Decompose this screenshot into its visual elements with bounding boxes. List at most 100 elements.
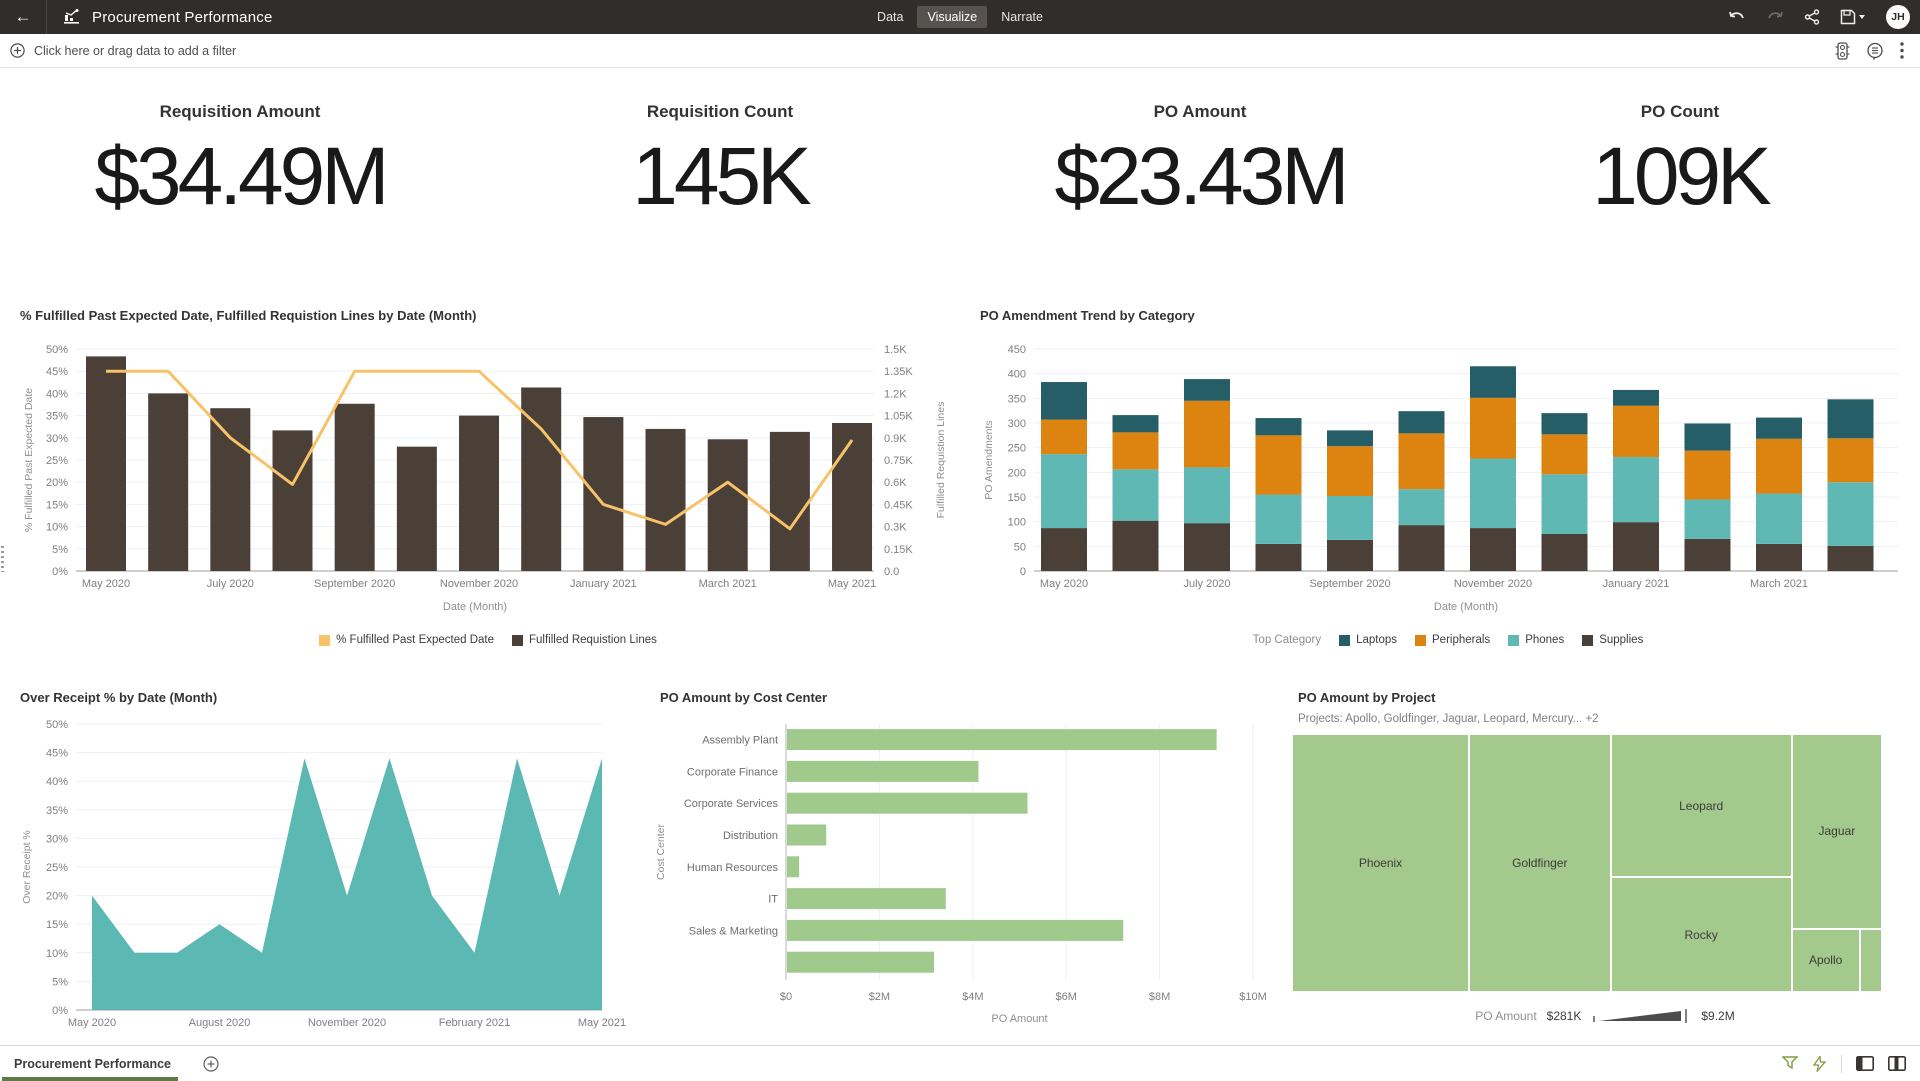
stack-Phones-September 2020[interactable] [1327, 496, 1373, 540]
stack-Supplies-November 2020[interactable] [1470, 528, 1516, 571]
stack-Phones-November 2020[interactable] [1470, 458, 1516, 529]
kpi-requisition-count[interactable]: Requisition Count 145K [480, 88, 960, 268]
stack-Peripherals-June 2020[interactable] [1112, 432, 1159, 470]
stack-Peripherals-February 2021[interactable] [1684, 450, 1731, 500]
treemap-tile-Rocky[interactable]: Rocky [1610, 877, 1792, 992]
stack-Peripherals-March 2021[interactable] [1756, 438, 1802, 494]
stack-Laptops-September 2020[interactable] [1327, 430, 1373, 447]
stack-Supplies-December 2020[interactable] [1541, 534, 1588, 571]
stack-Peripherals-May 2020[interactable] [1041, 419, 1087, 455]
bar-Sales & Marketing[interactable] [787, 919, 1124, 941]
stack-Peripherals-September 2020[interactable] [1327, 446, 1373, 497]
kpi-requisition-amount[interactable]: Requisition Amount $34.49M [0, 88, 480, 268]
bar-September 2020[interactable] [334, 403, 375, 571]
bar-July 2020[interactable] [210, 408, 251, 571]
treemap-tile-small[interactable] [1859, 928, 1882, 992]
stack-Peripherals-January 2021[interactable] [1613, 405, 1659, 458]
stack-Phones-December 2020[interactable] [1541, 474, 1588, 534]
stack-Laptops-March 2021[interactable] [1756, 417, 1802, 439]
bar-May 2020[interactable] [86, 356, 126, 571]
canvas-resize-handle[interactable] [1, 546, 4, 572]
bar-Human Resources[interactable] [787, 856, 800, 878]
bar-June 2020[interactable] [148, 393, 189, 571]
stack-Peripherals-July 2020[interactable] [1184, 400, 1230, 468]
back-button[interactable]: ← [14, 7, 32, 26]
save-menu-icon[interactable] [1840, 9, 1866, 25]
share-icon[interactable] [1804, 9, 1820, 25]
stack-Phones-January 2021[interactable] [1613, 457, 1659, 523]
stack-Supplies-March 2021[interactable] [1756, 543, 1802, 571]
tab-narrate[interactable]: Narrate [1001, 10, 1043, 24]
stack-Phones-June 2020[interactable] [1112, 469, 1159, 521]
kpi-po-count[interactable]: PO Count 109K [1440, 88, 1920, 268]
redo-icon[interactable] [1766, 10, 1784, 25]
stack-Laptops-October 2020[interactable] [1398, 411, 1445, 434]
bar-unlabeled[interactable] [787, 951, 935, 973]
bar-January 2021[interactable] [583, 417, 624, 571]
bar-Corporate Services[interactable] [787, 792, 1028, 814]
stack-Laptops-November 2020[interactable] [1470, 366, 1516, 398]
stack-Laptops-August 2020[interactable] [1255, 418, 1302, 436]
stack-Peripherals-October 2020[interactable] [1398, 433, 1445, 490]
treemap-tile-Apollo[interactable]: Apollo [1791, 928, 1860, 992]
stack-Laptops-July 2020[interactable] [1184, 379, 1230, 401]
grammar-panel-toggle-icon[interactable] [1856, 1056, 1874, 1071]
stack-Laptops-January 2021[interactable] [1613, 389, 1659, 406]
combo-chart-plot[interactable]: 0% 0.0 5% 0.15K 10% 0.3K 15% 0.45K 20% 0.6K 25% 0.7… [16, 330, 960, 635]
add-filter-button[interactable]: Click here or drag data to add a filter [10, 43, 236, 58]
stack-Laptops-December 2020[interactable] [1541, 413, 1588, 435]
bar-IT[interactable] [787, 888, 946, 910]
stack-Phones-August 2020[interactable] [1255, 494, 1302, 544]
tab-data[interactable]: Data [877, 10, 904, 24]
tab-visualize[interactable]: Visualize [917, 6, 988, 28]
quality-insights-icon[interactable] [1782, 1055, 1798, 1072]
stack-Laptops-May 2020[interactable] [1041, 382, 1087, 420]
canvas-tab-procurement-performance[interactable]: Procurement Performance [0, 1046, 189, 1081]
bar-August 2020[interactable] [272, 430, 313, 571]
stack-Supplies-February 2021[interactable] [1684, 538, 1731, 571]
stack-Peripherals-December 2020[interactable] [1541, 434, 1588, 475]
stack-Supplies-April 2021[interactable] [1827, 545, 1874, 571]
stack-Supplies-June 2020[interactable] [1112, 520, 1159, 571]
undo-icon[interactable] [1728, 10, 1746, 25]
stack-Supplies-January 2021[interactable] [1613, 522, 1659, 571]
stacked-bar-plot[interactable]: 0 50 100 150 200 250 300 350 400 450 May 2020 July … [976, 330, 1920, 635]
stack-Supplies-August 2020[interactable] [1255, 543, 1302, 571]
bar-October 2020[interactable] [396, 446, 437, 571]
stack-Peripherals-November 2020[interactable] [1470, 397, 1516, 459]
treemap-tile-Goldfinger[interactable]: Goldfinger [1469, 734, 1611, 992]
area-chart-plot[interactable]: 0% 5% 10% 15% 20% 25% 30% 35% 40% 45% 50% May 2020 A… [16, 712, 656, 1047]
stack-Peripherals-April 2021[interactable] [1827, 438, 1874, 483]
stack-Phones-May 2020[interactable] [1041, 454, 1087, 529]
bar-November 2020[interactable] [459, 415, 500, 571]
bar-April 2021[interactable] [769, 431, 810, 571]
stack-Phones-February 2021[interactable] [1684, 499, 1731, 539]
stack-Phones-April 2021[interactable] [1827, 482, 1874, 546]
stack-Laptops-February 2021[interactable] [1684, 423, 1731, 451]
kebab-menu-icon[interactable] [1900, 42, 1904, 59]
area-series[interactable] [92, 758, 602, 1010]
treemap-tile-Phoenix[interactable]: Phoenix [1292, 734, 1469, 992]
stack-Phones-October 2020[interactable] [1398, 489, 1445, 526]
auto-insights-icon[interactable] [1812, 1055, 1827, 1072]
bar-May 2021[interactable] [832, 423, 873, 571]
bar-March 2021[interactable] [707, 439, 748, 571]
treemap-tile-Leopard[interactable]: Leopard [1610, 734, 1792, 878]
stack-Supplies-September 2020[interactable] [1327, 539, 1373, 571]
stack-Supplies-May 2020[interactable] [1041, 528, 1087, 571]
data-panel-toggle-icon[interactable] [1888, 1056, 1906, 1071]
stack-Phones-March 2021[interactable] [1756, 493, 1802, 544]
line-series[interactable] [106, 369, 854, 531]
bar-Distribution[interactable] [787, 824, 827, 846]
add-canvas-button[interactable] [203, 1055, 219, 1072]
bar-Corporate Finance[interactable] [787, 760, 979, 782]
stack-Peripherals-August 2020[interactable] [1255, 435, 1302, 495]
stack-Supplies-July 2020[interactable] [1184, 523, 1230, 571]
treemap-tile-Jaguar[interactable]: Jaguar [1791, 734, 1882, 929]
bar-February 2021[interactable] [645, 428, 686, 571]
kpi-po-amount[interactable]: PO Amount $23.43M [960, 88, 1440, 268]
stack-Laptops-June 2020[interactable] [1112, 415, 1159, 433]
conditional-formatting-icon[interactable] [1835, 41, 1850, 60]
stack-Supplies-October 2020[interactable] [1398, 525, 1445, 571]
treemap-plot[interactable]: Phoenix Goldfinger Leopard Rocky Jaguar Apoll… [1292, 734, 1882, 992]
